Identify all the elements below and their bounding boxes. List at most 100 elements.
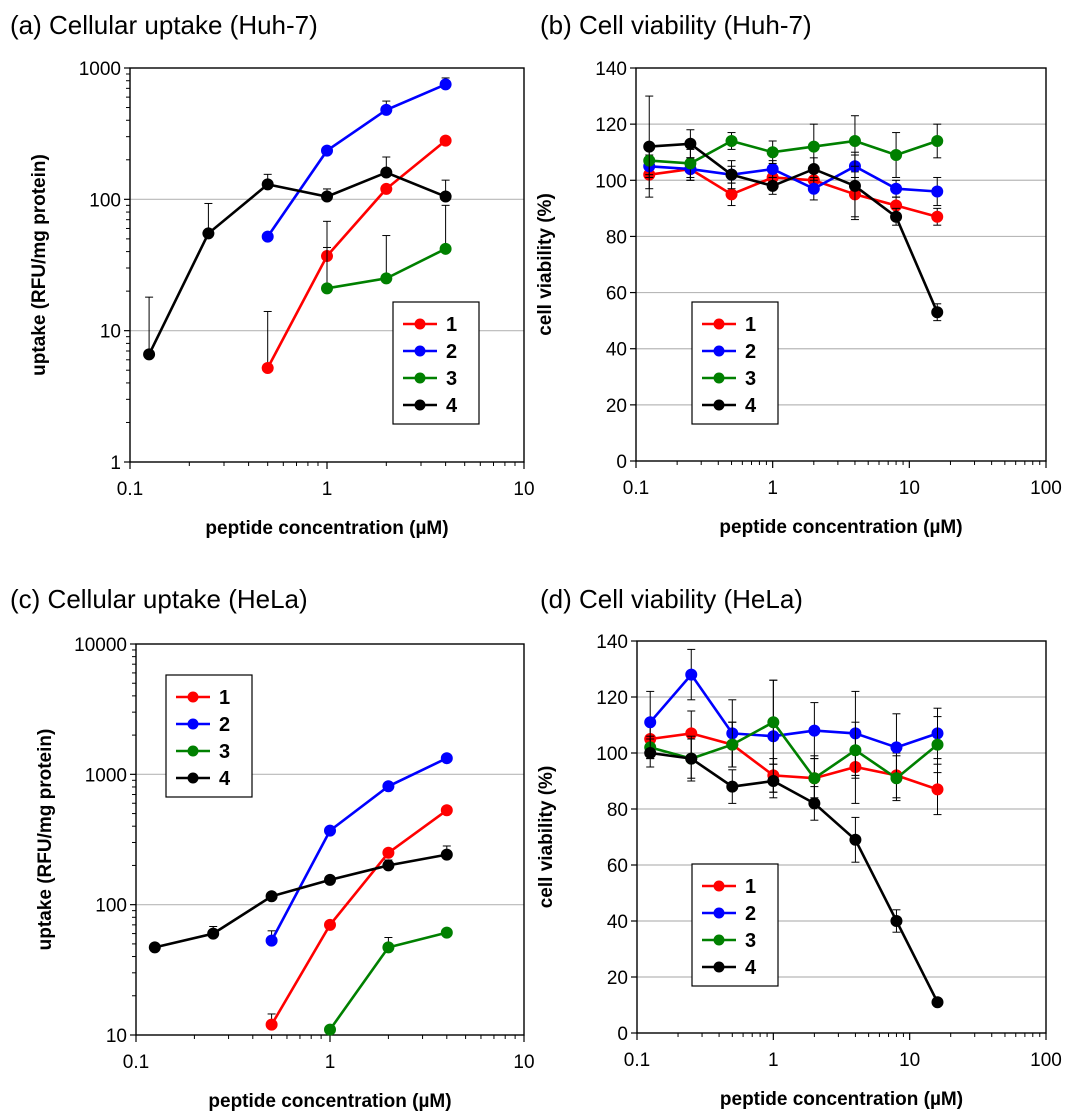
y-tick-label: 20 [607,968,628,989]
data-point [766,163,779,176]
data-point [931,185,944,198]
data-point [324,873,336,886]
data-point [261,361,274,374]
legend-swatch-marker [713,372,725,384]
data-point [890,149,903,162]
x-axis-label: peptide concentration (µM) [720,1089,963,1110]
data-point [684,137,697,150]
panel-title: (a) Cellular uptake (Huh-7) [10,10,318,40]
panel-d: (d) Cell viability (HeLa)020406080100120… [536,584,1062,1110]
y-tick-label: 40 [607,912,628,933]
data-point [766,146,779,159]
x-tick-label: 0.1 [624,1050,650,1071]
data-point [890,772,903,785]
y-tick-label: 1000 [85,765,127,786]
x-axis-label: peptide concentration (µM) [719,517,962,538]
data-point [644,747,657,759]
data-point [643,140,656,153]
data-point [380,182,393,195]
legend-swatch-marker [414,318,426,330]
data-point [808,724,821,737]
data-point [382,780,395,793]
legend-swatch-marker [187,745,199,757]
data-point [382,859,395,872]
data-point [807,182,820,195]
y-tick-label: 40 [606,340,627,361]
x-tick-label: 10 [513,1052,534,1073]
legend-label: 1 [745,314,756,336]
series-line [266,139,447,369]
panel-a: (a) Cellular uptake (Huh-7) 1 10 100 1000 0.1… [10,10,535,539]
data-point [725,134,738,147]
x-tick-label: 10 [899,1050,920,1071]
legend-label: 1 [745,876,756,898]
data-point [265,890,278,903]
legend-label: 2 [446,341,457,363]
plot-area [129,67,525,463]
data-point [439,242,452,255]
data-point [261,178,274,191]
data-point [380,103,393,116]
data-point [849,833,862,846]
series-4 [644,735,944,1009]
y-tick-label: 80 [606,227,627,248]
y-tick-label: 10 [100,322,121,343]
plot-area [635,67,1047,462]
x-tick-label: 10 [513,479,534,500]
legend: 1 2 3 4 [165,674,253,798]
data-point [890,210,903,223]
legend-swatch-marker [414,345,426,357]
legend-swatch-marker [713,318,725,330]
panel-title: (c) Cellular uptake (HeLa) [10,584,308,614]
data-point [440,804,453,817]
data-point [684,157,697,170]
plot-area [636,640,1047,1034]
y-tick-label: 0 [617,1024,628,1045]
data-point [324,1023,336,1036]
data-point [440,752,453,765]
legend-label: 1 [219,687,230,709]
data-point [380,272,393,285]
legend-box [165,674,253,798]
x-tick-label: 1 [325,1052,336,1073]
legend-swatch-marker [187,772,199,784]
data-point [767,716,780,729]
series-3 [644,679,944,802]
data-point [931,210,944,223]
legend-label: 3 [219,741,230,763]
y-tick-label: 140 [596,632,628,653]
data-point [890,915,903,927]
series-4 [643,95,944,322]
data-point [143,348,156,361]
panel-b: (b) Cell viability (Huh-7)02040608010012… [535,10,1062,538]
legend-swatch-marker [713,880,725,892]
series-line [649,672,938,749]
x-axis-label: peptide concentration (µM) [208,1091,451,1112]
x-tick-label: 1 [768,1050,779,1071]
y-tick-label: 120 [595,115,627,136]
y-tick-label: 10000 [74,635,127,656]
legend-label: 3 [745,930,756,952]
data-point [644,716,657,729]
data-point [439,78,452,91]
legend-box [392,301,480,425]
data-point [931,134,944,147]
data-point [321,144,333,157]
data-point [808,772,821,785]
y-tick-label: 100 [595,171,627,192]
x-tick-label: 1 [322,479,333,500]
y-axis-label: cell viability (%) [536,766,557,909]
data-point [265,1018,278,1031]
series-1 [261,134,452,374]
series-3 [324,926,453,1036]
data-point [807,140,820,153]
y-axis-label: cell viability (%) [535,193,556,336]
series-line [266,83,447,238]
x-tick-label: 100 [1030,478,1062,499]
series-line [270,757,448,942]
data-point [261,230,274,243]
y-tick-label: 60 [606,284,627,305]
data-point [726,780,739,793]
data-point [439,134,452,147]
data-point [324,918,336,931]
